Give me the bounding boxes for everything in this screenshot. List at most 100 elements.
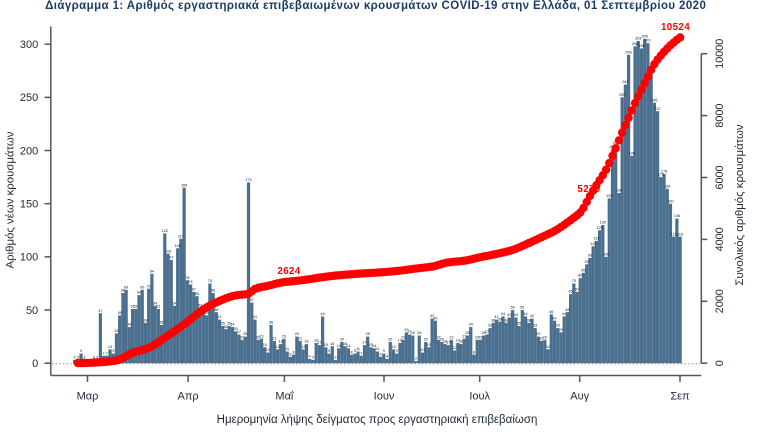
svg-text:32: 32 [224,325,228,329]
svg-text:19: 19 [456,339,460,343]
svg-text:84: 84 [150,269,154,273]
svg-text:3: 3 [77,356,79,360]
svg-text:51: 51 [134,305,138,309]
svg-text:21: 21 [272,336,276,340]
svg-text:178: 178 [661,170,667,174]
svg-text:26: 26 [411,331,415,335]
svg-text:14: 14 [372,344,376,348]
svg-text:78: 78 [185,276,189,280]
svg-text:66: 66 [121,289,125,293]
svg-text:125: 125 [596,226,602,230]
svg-text:51: 51 [130,305,134,309]
svg-text:13: 13 [301,345,305,349]
svg-text:85: 85 [581,268,585,272]
svg-text:3: 3 [83,356,85,360]
svg-text:34: 34 [230,323,234,327]
svg-text:63: 63 [195,292,199,296]
svg-text:66: 66 [211,289,215,293]
svg-text:10: 10 [266,348,270,352]
svg-text:8: 8 [351,350,353,354]
svg-text:25: 25 [295,332,299,336]
svg-text:14: 14 [346,344,350,348]
svg-text:4: 4 [309,355,311,359]
svg-text:29: 29 [404,328,408,332]
svg-text:Μαΐ: Μαΐ [275,390,294,402]
svg-text:250: 250 [619,93,625,97]
svg-text:23: 23 [462,334,466,338]
svg-text:13: 13 [275,345,279,349]
svg-text:150: 150 [667,199,673,203]
svg-text:15: 15 [324,343,328,347]
svg-text:57: 57 [250,298,254,302]
svg-text:52: 52 [198,304,202,308]
svg-text:3: 3 [334,356,336,360]
svg-text:50: 50 [520,306,524,310]
svg-text:4: 4 [386,355,388,359]
svg-text:3: 3 [312,356,314,360]
svg-text:22: 22 [475,335,479,339]
svg-text:6: 6 [380,352,382,356]
svg-text:47: 47 [98,309,102,313]
svg-text:22: 22 [543,335,547,339]
svg-text:36: 36 [269,321,273,325]
svg-text:262: 262 [622,80,628,84]
svg-text:27: 27 [407,330,411,334]
svg-text:296: 296 [638,44,644,48]
svg-text:40: 40 [433,316,437,320]
svg-text:9: 9 [383,349,385,353]
svg-text:33: 33 [556,324,560,328]
svg-text:Συνολικός αριθμός κρουσμάτων: Συνολικός αριθμός κρουσμάτων [734,124,746,285]
svg-text:48: 48 [565,308,569,312]
svg-text:108: 108 [174,244,180,248]
svg-text:35: 35 [517,322,521,326]
svg-text:6: 6 [289,352,291,356]
svg-text:18: 18 [459,340,463,344]
svg-text:9: 9 [112,349,114,353]
svg-text:41: 41 [217,315,221,319]
svg-text:16: 16 [343,342,347,346]
svg-text:27: 27 [485,330,489,334]
svg-text:20: 20 [388,338,392,342]
svg-text:155: 155 [606,194,612,198]
svg-text:74: 74 [188,280,192,284]
svg-text:44: 44 [562,312,566,316]
svg-text:4000: 4000 [714,227,726,251]
svg-text:20: 20 [340,338,344,342]
svg-text:21: 21 [298,336,302,340]
svg-text:7: 7 [360,351,362,355]
svg-text:38: 38 [143,318,147,322]
svg-text:2000: 2000 [714,289,726,313]
svg-text:23: 23 [282,334,286,338]
svg-text:65: 65 [569,290,573,294]
svg-text:23: 23 [259,334,263,338]
svg-text:39: 39 [498,317,502,321]
svg-text:33: 33 [488,324,492,328]
svg-text:2: 2 [415,357,417,361]
svg-text:11: 11 [375,347,379,351]
svg-text:36: 36 [159,321,163,325]
svg-text:175: 175 [658,173,664,177]
svg-text:20: 20 [440,338,444,342]
svg-text:237: 237 [654,107,660,111]
svg-text:21: 21 [540,336,544,340]
svg-text:8000: 8000 [714,104,726,128]
svg-text:22: 22 [240,335,244,339]
svg-text:0: 0 [32,358,38,370]
svg-text:0: 0 [714,360,726,366]
svg-text:16: 16 [330,342,334,346]
svg-text:9: 9 [328,349,330,353]
svg-text:42: 42 [430,314,434,318]
svg-text:Σεπ: Σεπ [670,390,690,402]
svg-text:9: 9 [80,349,82,353]
svg-text:50: 50 [26,305,38,317]
svg-text:164: 164 [664,184,670,188]
svg-text:301: 301 [645,39,651,43]
svg-text:75: 75 [572,279,576,283]
svg-text:14: 14 [337,344,341,348]
svg-text:119: 119 [671,232,677,236]
svg-text:150: 150 [20,198,38,210]
svg-text:110: 110 [590,242,596,246]
svg-text:25: 25 [536,332,540,336]
svg-text:18: 18 [304,340,308,344]
svg-text:22: 22 [256,335,260,339]
